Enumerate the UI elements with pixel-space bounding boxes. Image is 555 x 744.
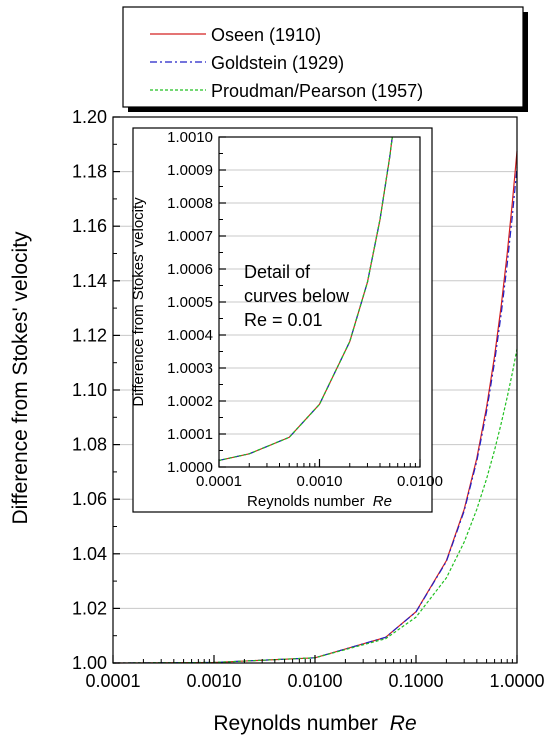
- main-y-tick-label: 1.14: [72, 271, 107, 291]
- inset-y-tick-label: 1.0010: [167, 129, 213, 146]
- inset-grid: [219, 169, 420, 435]
- inset-background: [132, 127, 433, 513]
- inset-y-axis-label: Difference from Stokes' velocity: [130, 197, 147, 407]
- main-x-axis-label: Reynolds number Re: [213, 712, 416, 735]
- legend-box: [122, 6, 524, 108]
- inset-x-tick-label: 0.0100: [397, 473, 443, 490]
- inset-x-axis-label-text: Reynolds number: [247, 493, 365, 510]
- inset-y-tick-label: 1.0007: [167, 228, 213, 245]
- main-y-tick-label: 1.04: [72, 544, 107, 564]
- main-x-tick-label: 0.0010: [186, 671, 241, 691]
- main-y-tick-label: 1.20: [72, 107, 107, 127]
- inset-x-axis-label-italic: Re: [373, 493, 392, 510]
- legend-items: Oseen (1910) Goldstein (1929) Proudman/Pea…: [150, 25, 423, 101]
- inset-annotation-line: Re = 0.01: [244, 310, 323, 330]
- inset-x-tick-label: 0.0010: [297, 473, 343, 490]
- main-y-tick-label: 1.12: [72, 325, 107, 345]
- main-series: [112, 151, 518, 664]
- main-y-tick-label: 1.06: [72, 489, 107, 509]
- main-y-tick-label: 1.16: [72, 216, 107, 236]
- inset-y-tick-label: 1.0009: [167, 162, 213, 179]
- inset-y-tick-label: 1.0005: [167, 294, 213, 311]
- legend-label-1: Goldstein (1929): [211, 53, 344, 73]
- inset-x-axis-label: Reynolds number Re: [247, 493, 392, 510]
- main-x-axis-label-text: Reynolds number: [213, 712, 378, 735]
- inset-chart: 1.0000 1.0001 1.0002 1.0003 1.0004 1.0005 1.00…: [130, 127, 443, 513]
- inset-y-tick-label: 1.0000: [167, 459, 213, 476]
- inset-y-tick-label: 1.0006: [167, 261, 213, 278]
- main-y-tick-label: 1.18: [72, 162, 107, 182]
- legend-label-2: Proudman/Pearson (1957): [211, 81, 423, 101]
- inset-x-tick-label: 0.0001: [196, 473, 242, 490]
- main-ticks: 1.00 1.02 1.04 1.06 1.08 1.10 1.12 1.14 1.16 1.18…: [72, 107, 545, 691]
- main-x-tick-label: 0.1000: [388, 671, 443, 691]
- inset-annotation: Detail of curves below Re = 0.01: [244, 262, 350, 330]
- main-y-tick-label: 1.08: [72, 435, 107, 455]
- inset-y-tick-label: 1.0001: [167, 426, 213, 443]
- inset-y-tick-label: 1.0002: [167, 393, 213, 410]
- inset-series: [218, 136, 393, 461]
- main-y-axis-label: Difference from Stokes' velocity: [9, 231, 32, 525]
- legend: Oseen (1910) Goldstein (1929) Proudman/Pea…: [122, 6, 528, 112]
- main-x-axis-label-italic: Re: [390, 712, 417, 735]
- legend-label-0: Oseen (1910): [211, 25, 321, 45]
- main-x-tick-label: 0.0100: [287, 671, 342, 691]
- main-y-tick-label: 1.10: [72, 380, 107, 400]
- main-y-tick-label: 1.00: [72, 653, 107, 673]
- inset-annotation-line: curves below: [244, 286, 350, 306]
- inset-y-tick-label: 1.0003: [167, 360, 213, 377]
- inset-annotation-line: Detail of: [244, 262, 311, 282]
- inset-y-tick-label: 1.0004: [167, 327, 213, 344]
- inset-series-line-2: [218, 136, 393, 461]
- main-x-tick-label: 1.0000: [489, 671, 544, 691]
- inset-y-tick-label: 1.0008: [167, 195, 213, 212]
- main-x-tick-label: 0.0001: [85, 671, 140, 691]
- main-y-tick-label: 1.02: [72, 598, 107, 618]
- main-series-line-1: [112, 167, 518, 664]
- inset-ticks: 1.0000 1.0001 1.0002 1.0003 1.0004 1.0005 1.00…: [167, 129, 443, 490]
